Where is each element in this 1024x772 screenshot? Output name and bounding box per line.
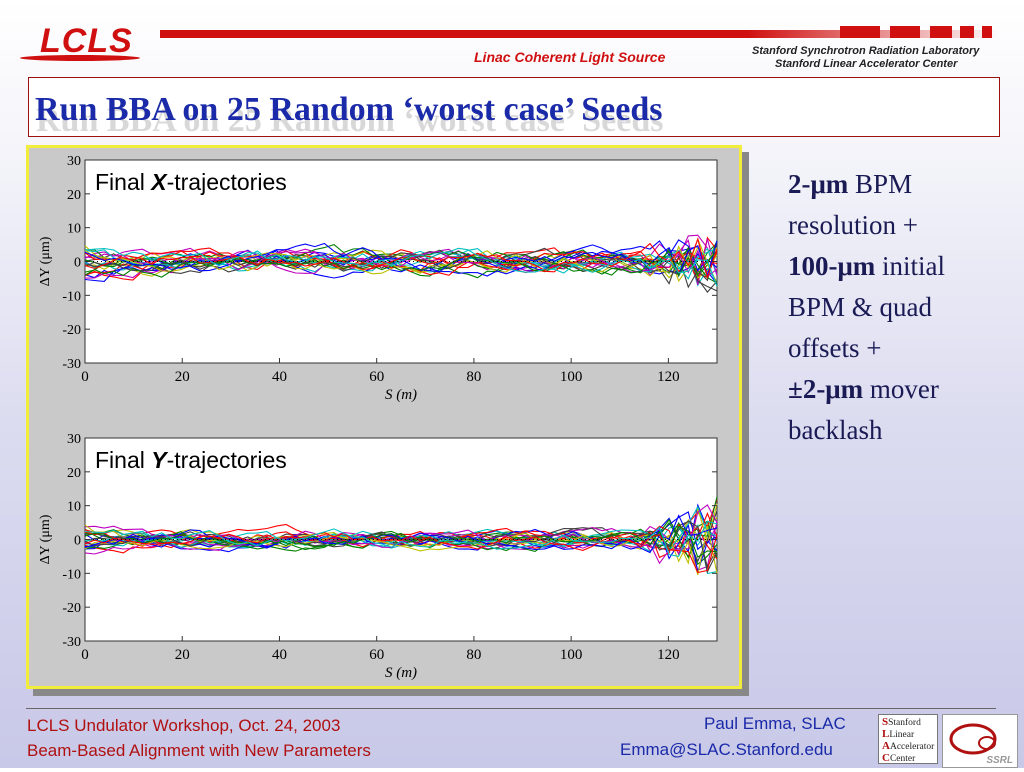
- y-tick-label: -30: [62, 357, 81, 372]
- y-axis-label: ΔY (μm): [38, 236, 53, 286]
- x-tick-label: 80: [466, 647, 481, 663]
- chart-title: Final X-trajectories: [95, 169, 287, 195]
- y-tick-label: -30: [62, 635, 81, 650]
- plot-panel: 30 20 10 0 -10 -20 -30 0 20 40 60 80 100 120 S (m) ΔY (…: [26, 145, 742, 689]
- lcls-logo: LCLS: [40, 22, 133, 60]
- logo-swoosh: [20, 55, 140, 61]
- y-tick-label: -20: [62, 601, 81, 616]
- x-tick-label: 20: [175, 369, 190, 385]
- trajectory-line-23: [84, 250, 718, 278]
- x-tick-label: 100: [560, 369, 583, 385]
- lab-name-2: Stanford Linear Accelerator Center: [775, 58, 958, 70]
- trajectory-line-25: [84, 520, 718, 558]
- note-offsets: offsets +: [788, 333, 882, 363]
- footer-rule: [26, 708, 996, 709]
- y-tick-label: 0: [74, 256, 81, 271]
- trajectory-line-24: [84, 531, 718, 574]
- trajectory-line-22: [84, 240, 718, 278]
- x-axis-label: S (m): [385, 665, 417, 681]
- x-axis-label: S (m): [385, 387, 417, 403]
- note-resolution: resolution +: [788, 210, 918, 240]
- note-backlash-value: ±2-μm: [788, 374, 864, 404]
- trajectory-line-18: [84, 247, 718, 280]
- trajectory-line-14: [84, 510, 718, 563]
- y-tick-label: 20: [67, 188, 81, 203]
- lab-name-1: Stanford Synchrotron Radiation Laborator…: [752, 45, 980, 57]
- trajectory-line-24: [84, 237, 718, 280]
- y-tick-label: 30: [67, 154, 81, 169]
- note-offset-value: 100-μm: [788, 251, 876, 281]
- y-tick-label: -10: [62, 289, 81, 304]
- footer-workshop: LCLS Undulator Workshop, Oct. 24, 2003: [27, 716, 341, 735]
- chart-title: Final Y-trajectories: [95, 447, 287, 473]
- x-tick-label: 40: [272, 647, 287, 663]
- ssrl-logo: SSRL: [942, 714, 1018, 768]
- footer-topic: Beam-Based Alignment with New Parameters: [27, 741, 371, 760]
- note-bpm-quad: BPM & quad: [788, 292, 933, 322]
- trajectory-line-22: [84, 514, 718, 554]
- note-initial: initial: [875, 251, 946, 281]
- note-mover: mover: [863, 374, 939, 404]
- slac-logo: SStanford LLinear AAccelerator CCenter: [878, 714, 938, 764]
- y-tick-label: 0: [74, 534, 81, 549]
- x-tick-label: 60: [369, 369, 384, 385]
- y-tick-label: 10: [67, 222, 81, 237]
- note-backlash: backlash: [788, 415, 883, 445]
- slide-title-shadow: Run BBA on 25 Random ‘worst case’ Seeds: [36, 102, 664, 139]
- note-bpm-label: BPM: [848, 169, 913, 199]
- x-tick-label: 120: [657, 369, 680, 385]
- slide-title: Run BBA on 25 Random ‘worst case’ Seeds: [35, 91, 663, 128]
- header-rule: [160, 30, 1000, 38]
- x-tick-label: 0: [81, 647, 89, 663]
- y-axis-label: ΔY (μm): [38, 514, 53, 564]
- trajectory-line-20: [84, 525, 718, 576]
- header-tagline: Linac Coherent Light Source: [474, 49, 666, 65]
- y-tick-label: -20: [62, 323, 81, 338]
- footer-email: Emma@SLAC.Stanford.edu: [620, 740, 833, 759]
- y-tick-label: 10: [67, 500, 81, 515]
- x-tick-label: 0: [81, 369, 89, 385]
- ssrl-logo-text: SSRL: [986, 755, 1013, 766]
- y-tick-label: 20: [67, 466, 81, 481]
- ssrl-ring-icon: [949, 723, 997, 755]
- note-bpm-res-value: 2-μm: [788, 169, 849, 199]
- y-tick-label: 30: [67, 432, 81, 447]
- trajectory-line-15: [84, 523, 718, 574]
- x-tick-label: 100: [560, 647, 583, 663]
- header-blocks: [800, 26, 1000, 38]
- x-tick-label: 40: [272, 369, 287, 385]
- parameter-notes: 2-μm BPM resolution + 100-μm initial BPM…: [788, 164, 1008, 451]
- x-tick-label: 20: [175, 647, 190, 663]
- trajectory-line-19: [84, 504, 718, 565]
- x-tick-label: 80: [466, 369, 481, 385]
- title-box: [28, 77, 1000, 137]
- y-tick-label: -10: [62, 567, 81, 582]
- x-tick-label: 120: [657, 647, 680, 663]
- x-tick-label: 60: [369, 647, 384, 663]
- footer-author: Paul Emma, SLAC: [704, 714, 846, 733]
